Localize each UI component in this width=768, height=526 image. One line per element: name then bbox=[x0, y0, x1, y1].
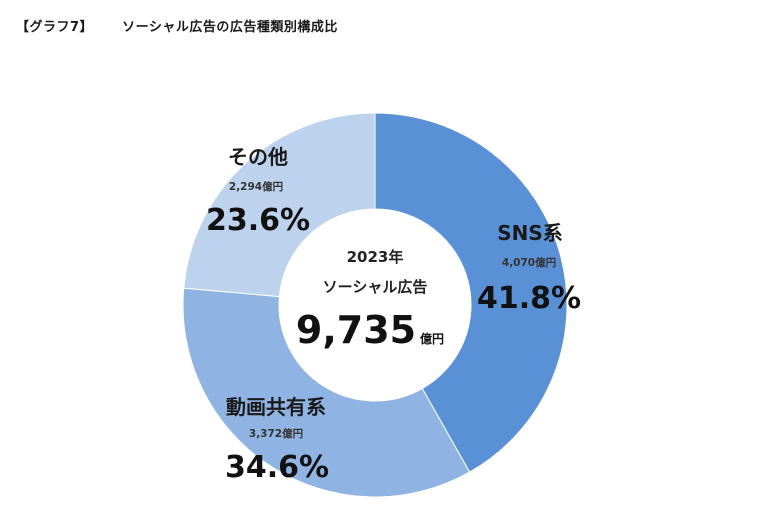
slice-label-sns: SNS系 bbox=[497, 221, 563, 245]
donut-slices bbox=[182, 112, 568, 498]
slice-other bbox=[183, 112, 376, 298]
chart-title: ソーシャル広告の広告種類別構成比 bbox=[122, 20, 338, 35]
slice-label-video: 動画共有系 bbox=[226, 395, 326, 419]
slice-label-other: その他 bbox=[228, 145, 288, 169]
center-total-value: 9,735 bbox=[296, 308, 416, 352]
slice-amount-video: 3,372億円 bbox=[249, 427, 303, 440]
slice-video-sharing bbox=[182, 287, 471, 498]
center-year-label: 2023年 bbox=[347, 248, 404, 266]
slice-amount-sns: 4,070億円 bbox=[502, 256, 556, 269]
slice-percent-sns: 41.8% bbox=[477, 281, 581, 316]
slice-amount-other: 2,294億円 bbox=[229, 180, 283, 193]
slice-percent-video: 34.6% bbox=[225, 450, 329, 485]
center-name-label: ソーシャル広告 bbox=[323, 278, 428, 296]
center-total-unit: 億円 bbox=[420, 331, 444, 346]
slice-percent-other: 23.6% bbox=[206, 203, 310, 238]
slice-sns bbox=[374, 112, 568, 473]
chart-header: 【グラフ7】 ソーシャル広告の広告種類別構成比 bbox=[16, 16, 338, 35]
figure-label: 【グラフ7】 bbox=[16, 20, 94, 35]
